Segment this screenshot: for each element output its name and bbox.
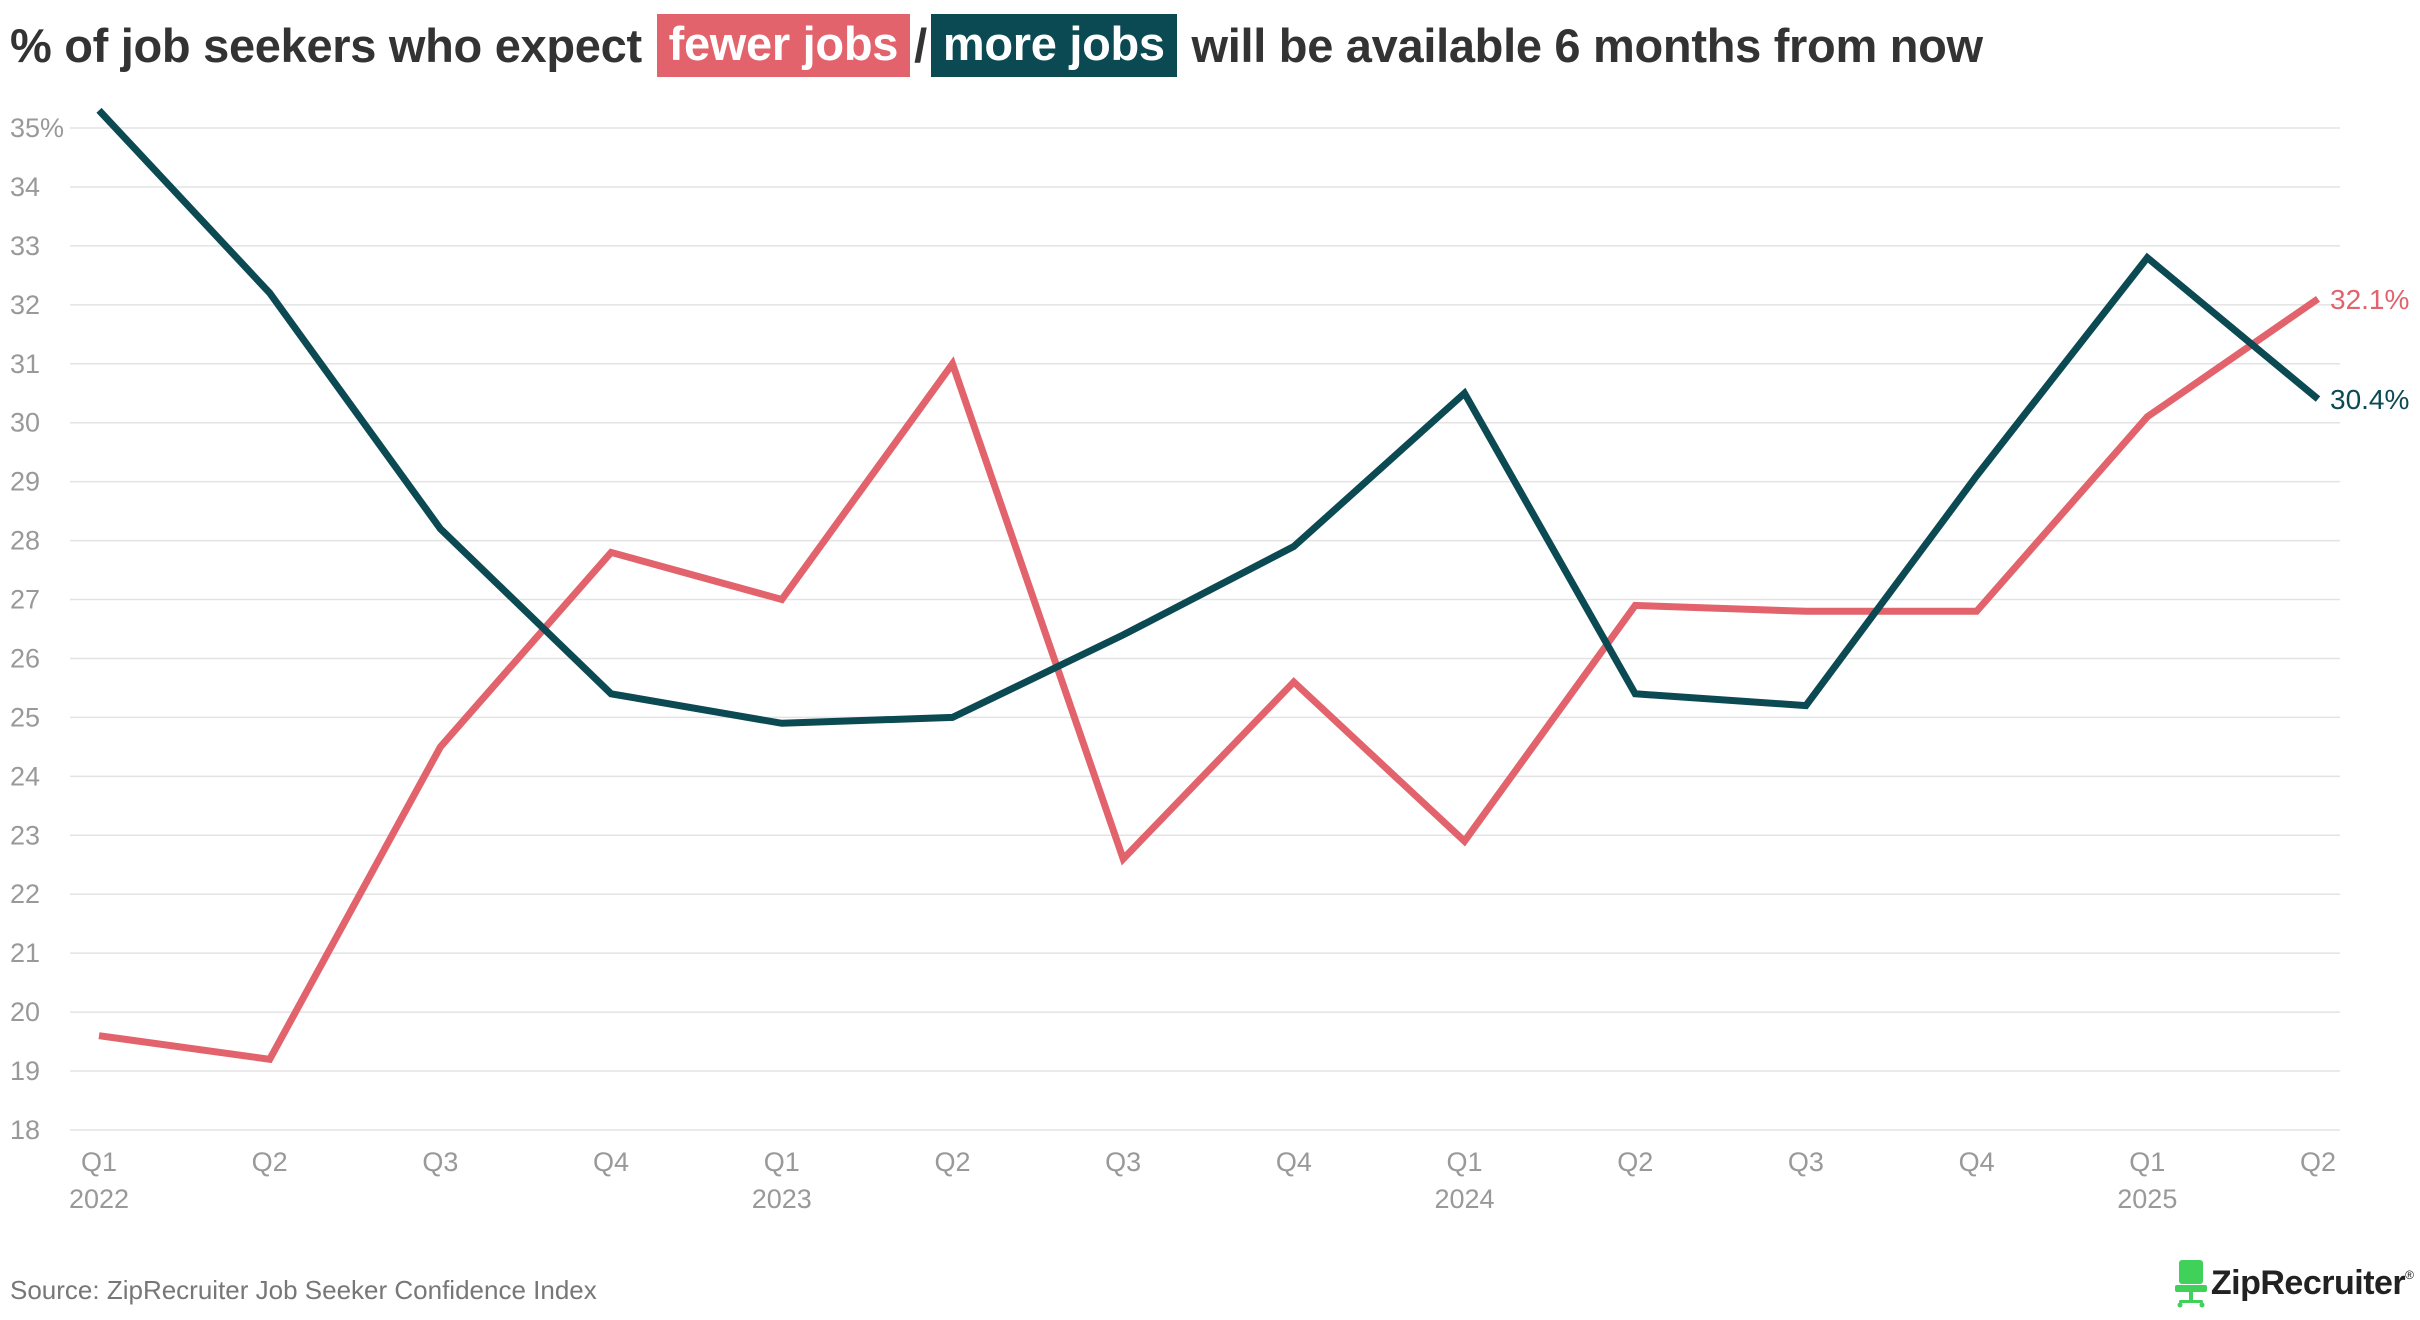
x-tick-label: Q1: [81, 1147, 117, 1177]
x-tick-label: Q2: [934, 1147, 970, 1177]
end-label-more-jobs: 30.4%: [2330, 384, 2409, 415]
title-prefix: % of job seekers who expect: [10, 18, 642, 72]
y-tick-label: 27: [10, 585, 40, 615]
y-tick-label: 26: [10, 643, 40, 673]
y-tick-label: 31: [10, 349, 40, 379]
logo-registered-mark: ®: [2405, 1268, 2414, 1282]
y-tick-label: 35%: [10, 113, 64, 143]
x-year-label: 2023: [752, 1184, 812, 1214]
y-tick-label: 21: [10, 938, 40, 968]
x-year-label: 2022: [69, 1184, 129, 1214]
x-tick-label: Q1: [1447, 1147, 1483, 1177]
x-tick-label: Q4: [593, 1147, 629, 1177]
y-tick-label: 18: [10, 1115, 40, 1145]
title-highlight-fewer-jobs: fewer jobs: [656, 13, 911, 77]
ziprecruiter-logo: ZipRecruiter ®: [2171, 1258, 2414, 1308]
y-tick-label: 30: [10, 408, 40, 438]
title-suffix: will be available 6 months from now: [1191, 18, 1984, 72]
y-tick-label: 28: [10, 526, 40, 556]
x-tick-label: Q1: [764, 1147, 800, 1177]
y-tick-label: 23: [10, 820, 40, 850]
y-tick-label: 22: [10, 879, 40, 909]
y-tick-label: 20: [10, 997, 40, 1027]
end-label-fewer-jobs: 32.1%: [2330, 284, 2409, 315]
x-tick-label: Q2: [1617, 1147, 1653, 1177]
x-year-label: 2025: [2117, 1184, 2177, 1214]
y-tick-label: 32: [10, 290, 40, 320]
x-year-label: 2024: [1434, 1184, 1494, 1214]
x-tick-label: Q3: [1105, 1147, 1141, 1177]
y-tick-label: 34: [10, 172, 40, 202]
logo-text: ZipRecruiter: [2210, 1263, 2406, 1302]
y-tick-label: 24: [10, 761, 40, 791]
x-tick-label: Q3: [422, 1147, 458, 1177]
y-tick-label: 25: [10, 702, 40, 732]
title-highlight-more-jobs: more jobs: [930, 13, 1177, 77]
x-tick-label: Q4: [1959, 1147, 1995, 1177]
y-tick-label: 19: [10, 1056, 40, 1086]
source-note: Source: ZipRecruiter Job Seeker Confiden…: [10, 1275, 597, 1305]
chart-title: % of job seekers who expect fewer jobs /…: [10, 13, 1984, 77]
chair-icon: [2174, 1260, 2207, 1308]
x-tick-label: Q2: [252, 1147, 288, 1177]
x-tick-label: Q4: [1276, 1147, 1312, 1177]
title-separator: /: [914, 18, 927, 72]
x-tick-label: Q3: [1788, 1147, 1824, 1177]
y-tick-label: 29: [10, 467, 40, 497]
series-line-fewer-jobs: [98, 296, 2320, 1064]
y-tick-label: 33: [10, 231, 40, 261]
series-line-more-jobs: [96, 107, 2321, 727]
x-tick-label: Q1: [2129, 1147, 2165, 1177]
x-tick-label: Q2: [2300, 1147, 2336, 1177]
